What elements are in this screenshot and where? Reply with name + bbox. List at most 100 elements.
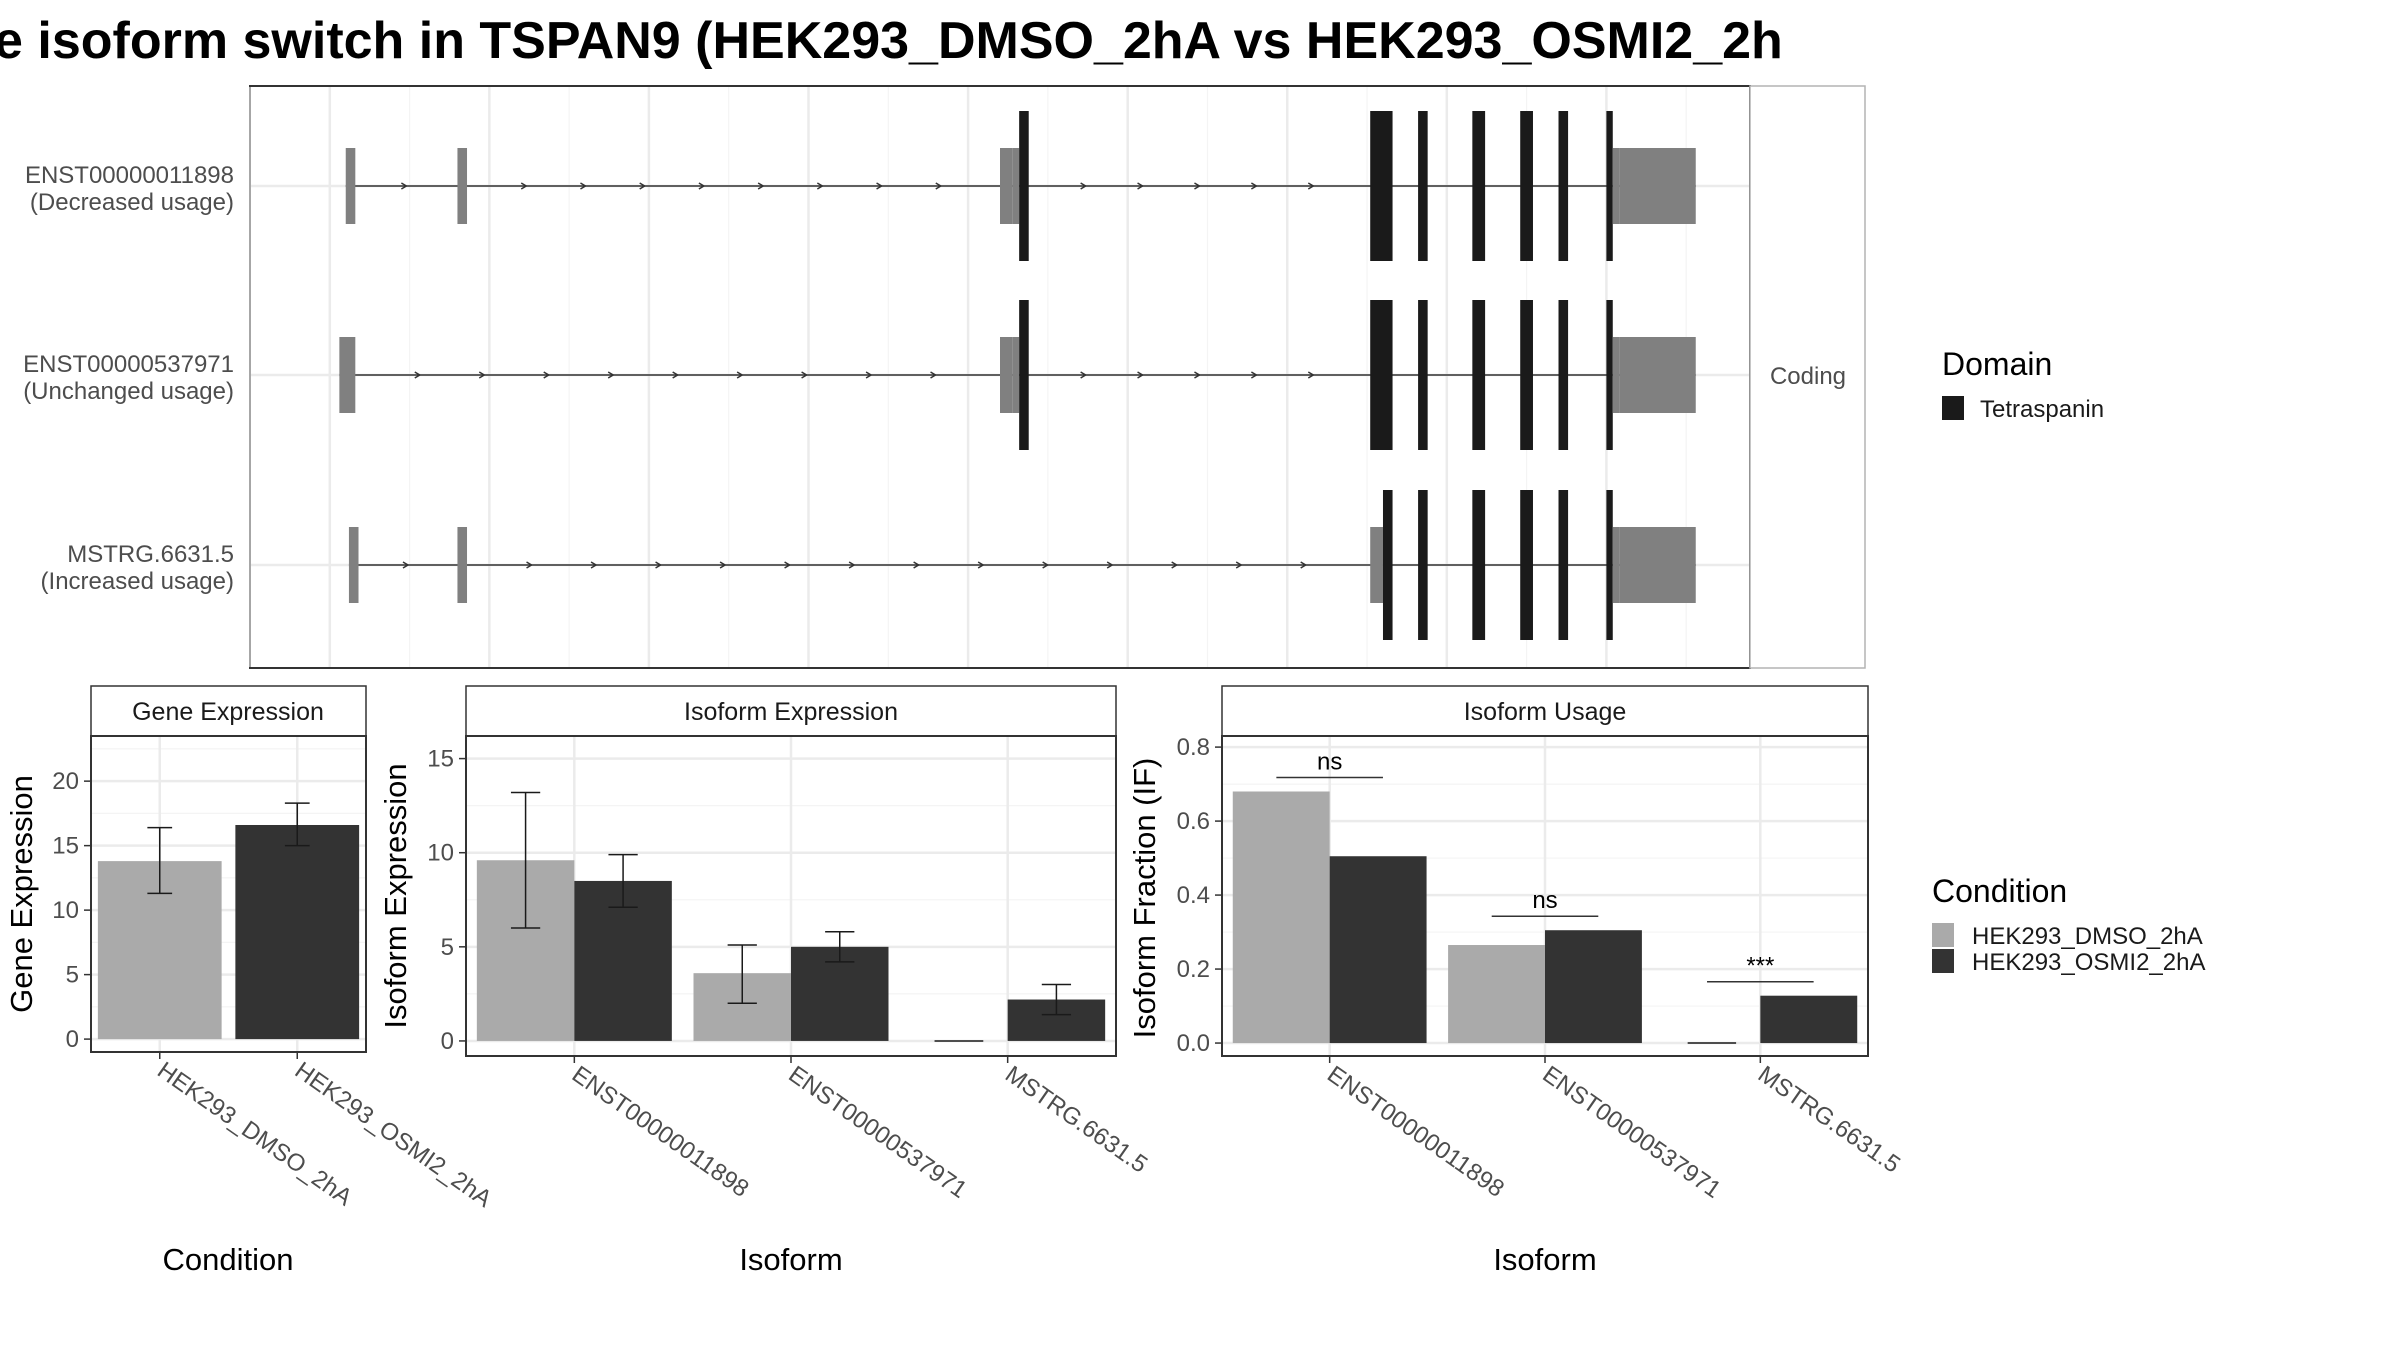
y-tick-label: 0.0 (1177, 1030, 1210, 1057)
x-tick-label: ENST00000011898 (567, 1061, 754, 1203)
intron-direction-arrow (1194, 182, 1201, 190)
gene-expression-y-ticks: 0 5 10 15 20 (52, 768, 91, 1053)
utr-exon (1000, 337, 1013, 413)
y-tick-label: 0.6 (1177, 808, 1210, 835)
y-tick-label: 10 (427, 840, 454, 867)
y-tick-label: 15 (427, 746, 454, 773)
utr-exon (1370, 527, 1383, 603)
bar (1448, 945, 1545, 1044)
isoform-expression-x-axis-label: Isoform (739, 1242, 842, 1277)
bar (235, 824, 360, 1040)
gene-expression-strip (90, 685, 367, 737)
intron-direction-arrow (876, 182, 884, 190)
utr-exon (1612, 337, 1620, 413)
structure-tracks (339, 111, 1696, 640)
intron-direction-arrow (1171, 561, 1179, 569)
utr-exon (457, 527, 468, 603)
coding-exon (1370, 111, 1393, 261)
y-tick-label: 0 (66, 1026, 79, 1053)
isoform-expression-bars (476, 791, 1106, 1042)
condition-legend-label-osmi: HEK293_OSMI2_2hA (1972, 949, 2205, 976)
intron-direction-arrow (672, 371, 680, 379)
coding-exon (1418, 111, 1428, 261)
condition-legend-label-dmso: HEK293_DMSO_2hA (1972, 923, 2203, 950)
coding-exon (1520, 300, 1533, 450)
intron-direction-arrow (698, 182, 706, 190)
intron-direction-arrow (977, 561, 985, 569)
coding-exon (1606, 490, 1613, 640)
y-tick-label: 20 (52, 768, 79, 795)
intron-direction-arrow (607, 371, 615, 379)
intron-direction-arrow (1250, 182, 1258, 190)
coding-exon (1418, 490, 1428, 640)
intron-direction-arrow (848, 561, 856, 569)
coding-exon (1520, 490, 1533, 640)
isoform-expression-panel: Isoform Expression 0 5 10 15 ENST0000001189… (378, 685, 1152, 1277)
transcript-2-id: ENST00000537971 (23, 351, 234, 378)
y-tick-label: 10 (52, 897, 79, 924)
condition-legend-title: Condition (1932, 873, 2067, 909)
intron-direction-arrow (520, 182, 528, 190)
bar (1329, 856, 1427, 1044)
isoform-expression-y-axis-label: Isoform Expression (378, 763, 413, 1028)
intron-direction-arrow (736, 371, 744, 379)
isoform-usage-y-axis-label: Isoform Fraction (IF) (1127, 758, 1162, 1039)
coding-exon (1558, 300, 1569, 450)
intron-direction-arrow (639, 182, 647, 190)
coding-exon (1382, 490, 1393, 640)
intron-direction-arrow (543, 371, 551, 379)
gene-expression-y-axis-label: Gene Expression (4, 775, 39, 1013)
condition-legend: Condition HEK293_DMSO_2hA HEK293_OSMI2_2… (1932, 873, 2205, 976)
bar (1545, 930, 1642, 1044)
coding-exon (1370, 300, 1393, 450)
intron-direction-arrow (1300, 561, 1308, 569)
isoform-expression-x-ticks: ENST00000011898 ENST00000537971 MSTRG.6631… (567, 1056, 1152, 1204)
intron-direction-arrow (801, 371, 809, 379)
transcript-3-usage: (Increased usage) (41, 568, 234, 595)
y-tick-label: 5 (441, 934, 454, 961)
intron-direction-arrow (816, 182, 824, 190)
coding-exon (1019, 300, 1029, 450)
intron-direction-arrow (1042, 561, 1050, 569)
coding-exon (1606, 111, 1613, 261)
y-tick-label: 0.2 (1177, 956, 1210, 983)
isoform-usage-panel: Isoform Usage 0.0 0.2 0.4 0.6 0.8 ENST000000… (1127, 685, 1905, 1277)
isoform-usage-x-axis-label: Isoform (1493, 1242, 1596, 1277)
intron-direction-arrow (400, 182, 408, 190)
coding-exon (1558, 490, 1569, 640)
intron-direction-arrow (478, 371, 486, 379)
utr-exon (1612, 527, 1620, 603)
transcript-2-usage: (Unchanged usage) (23, 378, 234, 405)
isoform-usage-title: Isoform Usage (1464, 698, 1627, 726)
intron-direction-arrow (590, 561, 598, 569)
intron-direction-arrow (719, 561, 727, 569)
intron-direction-arrow (526, 561, 533, 569)
y-tick-label: 5 (66, 962, 79, 989)
utr-exon (1012, 337, 1020, 413)
transcript-1-usage: (Decreased usage) (30, 189, 234, 216)
utr-exon (457, 148, 468, 224)
y-tick-label: 0 (441, 1028, 454, 1055)
intron-direction-arrow (1307, 182, 1315, 190)
intron-direction-arrow (935, 182, 943, 190)
isoform-usage-strip (1221, 685, 1869, 737)
utr-exon (1619, 337, 1696, 413)
intron-direction-arrow (784, 561, 792, 569)
intron-direction-arrow (1307, 371, 1315, 379)
gene-expression-bars (97, 802, 360, 1040)
intron-direction-arrow (1250, 371, 1258, 379)
bar (1760, 995, 1858, 1044)
intron-direction-arrow (414, 371, 422, 379)
utr-exon (1000, 148, 1013, 224)
x-tick-label: ENST00000537971 (1538, 1061, 1726, 1204)
significance-label: ns (1532, 887, 1557, 914)
isoform-expression-title: Isoform Expression (684, 698, 898, 726)
isoform-usage-x-ticks: ENST00000011898 ENST00000537971 MSTRG.6631… (1322, 1056, 1905, 1204)
utr-exon (1619, 527, 1696, 603)
coding-exon (1558, 111, 1569, 261)
coding-exon (1418, 300, 1428, 450)
structure-facet-strip (1749, 85, 1866, 669)
gene-expression-title: Gene Expression (132, 698, 324, 726)
intron-direction-arrow (757, 182, 765, 190)
